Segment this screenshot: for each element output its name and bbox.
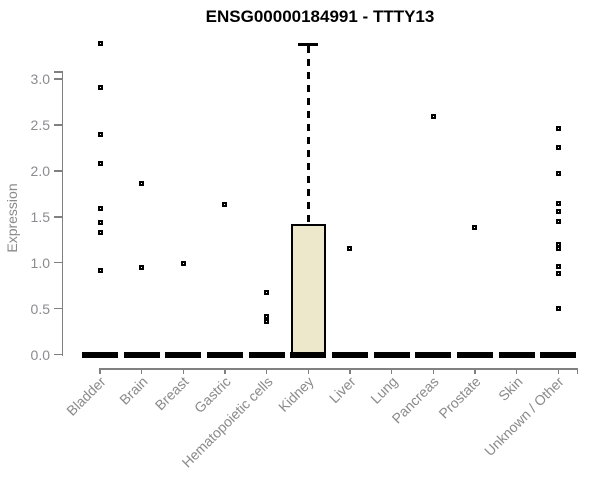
zero-median-bar [248, 351, 285, 358]
x-tick [515, 368, 518, 375]
chart-title: ENSG00000184991 - TTTY13 [205, 7, 435, 26]
zero-median-bar [540, 351, 577, 358]
outlier-point [555, 171, 561, 177]
outlier-point [264, 289, 270, 295]
zero-median-bar [206, 351, 243, 358]
y-tick [53, 78, 62, 80]
outlier-point [555, 145, 561, 151]
outlier-point [430, 114, 436, 120]
whisker-cap [298, 42, 319, 46]
x-tick [224, 368, 226, 375]
outlier-point [97, 268, 103, 274]
outlier-point [555, 208, 561, 214]
y-tick [53, 216, 62, 218]
y-tick-label: 0.5 [30, 300, 50, 317]
x-tick [140, 368, 143, 375]
y-axis-line [61, 71, 63, 356]
y-tick-label: 3.0 [30, 71, 50, 88]
y-tick-label: 1.5 [30, 208, 50, 225]
outlier-point [97, 219, 103, 225]
x-tick [182, 368, 185, 375]
outlier-point [97, 40, 103, 46]
zero-median-bar [373, 351, 410, 358]
y-tick [53, 353, 62, 356]
zero-median-bar [123, 351, 160, 358]
outlier-point [555, 218, 561, 224]
x-tick [390, 368, 393, 375]
zero-median-bar [165, 351, 202, 358]
outlier-point [555, 126, 561, 132]
y-tick-label: 2.0 [30, 162, 50, 179]
zero-median-bar [331, 351, 368, 358]
outlier-point [555, 271, 561, 277]
outlier-point [555, 306, 561, 312]
x-axis-line [98, 368, 578, 370]
y-axis-end-tick [53, 71, 62, 73]
outlier-point [97, 229, 103, 235]
outlier-point [97, 206, 103, 212]
zero-median-bar [290, 351, 327, 358]
y-tick-label: 0.0 [30, 346, 50, 363]
x-tick [432, 368, 435, 375]
x-tick [99, 368, 101, 375]
x-tick [557, 368, 560, 375]
x-tick [265, 368, 268, 375]
outlier-point [139, 181, 145, 187]
x-tick [307, 368, 310, 375]
zero-median-bar [498, 351, 535, 358]
outlier-point [347, 246, 353, 252]
outlier-point [555, 200, 561, 206]
outlier-point [264, 318, 270, 324]
outlier-point [97, 84, 103, 90]
box [290, 224, 326, 357]
x-tick [349, 368, 351, 375]
y-tick [53, 261, 62, 264]
zero-median-bar [456, 351, 493, 358]
x-tick [474, 368, 476, 375]
outlier-point [97, 161, 103, 167]
outlier-point [472, 225, 478, 231]
zero-median-bar [82, 351, 118, 358]
outlier-point [555, 263, 561, 269]
x-axis-end-tick [576, 368, 578, 375]
outlier-point [222, 202, 228, 208]
outlier-point [555, 245, 561, 251]
y-tick-label: 1.0 [30, 254, 50, 271]
y-tick [53, 170, 62, 172]
whisker [307, 46, 310, 225]
y-tick [53, 124, 62, 126]
y-tick [53, 307, 62, 310]
y-tick-label: 2.5 [30, 117, 50, 133]
outlier-point [139, 264, 145, 270]
outlier-point [180, 261, 186, 267]
outlier-point [97, 131, 103, 137]
outlier-point [264, 314, 270, 320]
zero-median-bar [415, 351, 452, 358]
